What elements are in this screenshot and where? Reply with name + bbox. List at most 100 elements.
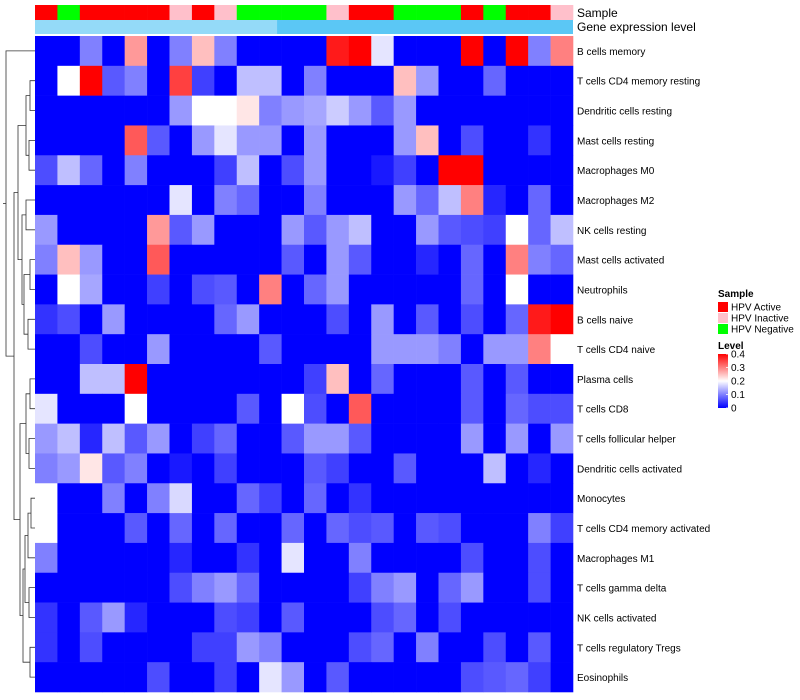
heatmap-cell — [35, 662, 58, 693]
legend-level-tick-label: 0.1 — [731, 390, 745, 401]
heatmap-cell — [438, 513, 462, 544]
heatmap-cell — [416, 602, 439, 633]
heatmap-cell — [191, 602, 215, 633]
heatmap-cell — [102, 125, 125, 156]
heatmap-cell — [214, 155, 238, 186]
heatmap-cell — [236, 304, 260, 335]
heatmap-cell — [35, 304, 58, 335]
heatmap-cell — [416, 125, 439, 156]
heatmap-cell — [371, 453, 394, 484]
heatmap-cell — [57, 453, 81, 484]
heatmap-cell — [371, 304, 394, 335]
heatmap-cell — [236, 274, 260, 305]
heatmap-cell — [371, 65, 394, 96]
row-label-neutrophils: Neutrophils — [577, 286, 628, 297]
heatmap-cell — [371, 244, 394, 275]
sample-annotation-cell — [416, 5, 439, 20]
heatmap-cell — [281, 364, 305, 395]
heatmap-cell — [416, 214, 439, 246]
heatmap-cell — [393, 36, 417, 67]
heatmap-cell — [259, 662, 282, 693]
heatmap-cell — [483, 125, 507, 156]
heatmap-cell — [438, 214, 462, 246]
heatmap-cell — [550, 453, 574, 484]
heatmap-cell — [191, 483, 215, 514]
heatmap-cell — [214, 364, 238, 395]
heatmap-cell — [438, 542, 462, 574]
row-label-nk-cells-activated: NK cells activated — [577, 614, 656, 625]
heatmap-cell — [326, 65, 350, 96]
heatmap-cell — [35, 513, 58, 544]
heatmap-cell — [348, 453, 372, 484]
heatmap-cell — [505, 95, 529, 126]
heatmap-cell — [416, 364, 439, 395]
heatmap-cell — [393, 65, 417, 96]
heatmap-cell — [550, 364, 574, 395]
heatmap-cell — [147, 364, 170, 395]
heatmap-cell — [438, 364, 462, 395]
heatmap-cell — [483, 65, 507, 96]
heatmap-cell — [371, 483, 394, 514]
heatmap-cell — [57, 65, 81, 96]
heatmap-cell — [483, 513, 507, 544]
dendrogram-branch — [5, 50, 35, 357]
heatmap-cell — [304, 572, 327, 603]
heatmap-cell — [79, 65, 103, 96]
heatmap-cell — [191, 185, 215, 216]
heatmap-cell — [79, 36, 103, 67]
dendrogram-branch — [29, 259, 35, 290]
heatmap-cell — [528, 125, 551, 156]
heatmap-cell — [281, 304, 305, 335]
heatmap-cell — [236, 244, 260, 275]
heatmap-cell — [505, 185, 529, 216]
heatmap-cell — [169, 95, 193, 126]
heatmap-cell — [191, 364, 215, 395]
heatmap-cell — [304, 483, 327, 514]
heatmap-cell — [259, 65, 282, 96]
sample-annotation-cell — [550, 5, 574, 20]
heatmap-cell — [505, 244, 529, 275]
heatmap-cell — [528, 602, 551, 633]
row-label-b-cells-memory: B cells memory — [577, 47, 645, 58]
heatmap-cell — [102, 453, 125, 484]
heatmap-cell — [438, 274, 462, 305]
legend-level-title: Level — [718, 341, 744, 352]
heatmap-cell — [371, 334, 394, 365]
heatmap-cell — [416, 453, 439, 484]
heatmap-cell — [550, 572, 574, 603]
heatmap-cell — [259, 185, 282, 216]
heatmap-cell — [102, 572, 125, 603]
heatmap-cell — [550, 125, 574, 156]
heatmap-cell — [236, 393, 260, 424]
heatmap-cell — [483, 334, 507, 365]
heatmap-cell — [281, 542, 305, 574]
heatmap-cell — [236, 632, 260, 663]
heatmap-cell — [483, 602, 507, 633]
heatmap-cell — [214, 95, 238, 126]
heatmap-cell — [57, 364, 81, 395]
heatmap-cell — [214, 453, 238, 484]
heatmap-cell — [214, 214, 238, 246]
sample-annotation-cell — [528, 5, 551, 20]
heatmap-cell — [438, 36, 462, 67]
heatmap-cell — [416, 393, 439, 424]
heatmap-cell — [124, 155, 148, 186]
heatmap-cell — [169, 65, 193, 96]
heatmap-cell — [281, 572, 305, 603]
heatmap-cell — [438, 393, 462, 424]
heatmap-cell — [236, 214, 260, 246]
heatmap-cell — [528, 334, 551, 365]
heatmap-cell — [460, 423, 484, 454]
heatmap-cell — [214, 65, 238, 96]
heatmap-cell — [35, 274, 58, 305]
heatmap-cell — [259, 483, 282, 514]
heatmap-cell — [236, 453, 260, 484]
heatmap-cell — [236, 65, 260, 96]
heatmap-cell — [124, 632, 148, 663]
heatmap-cell — [191, 662, 215, 693]
heatmap-cell — [304, 423, 327, 454]
heatmap-cell — [191, 214, 215, 246]
heatmap-cell — [550, 274, 574, 305]
heatmap-cell — [147, 572, 170, 603]
heatmap-cell — [57, 125, 81, 156]
